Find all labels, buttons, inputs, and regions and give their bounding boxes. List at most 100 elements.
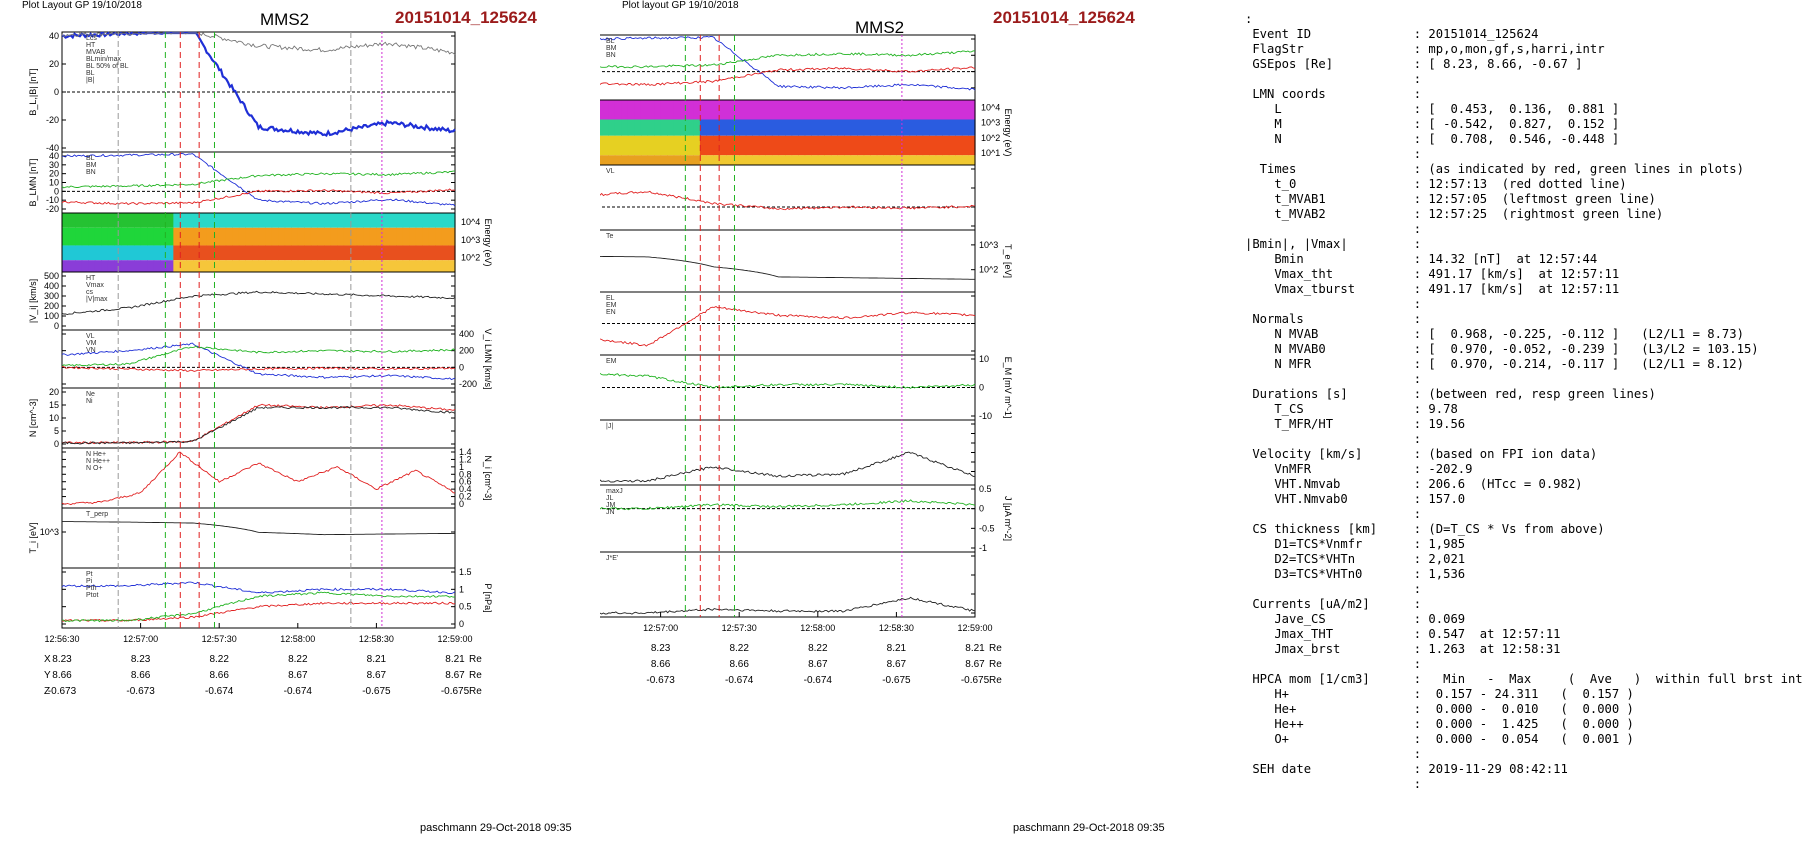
spectrogram-cell [225,260,233,272]
spectrogram-cell [621,155,629,165]
spectrogram-cell [193,227,201,246]
spectrogram-cell [889,119,897,136]
spectrogram-cell [317,245,325,261]
series-line [600,499,976,511]
spectrogram-cell [265,260,273,272]
spectrogram-cell [317,213,325,228]
position-value: -0.675 [961,675,990,686]
spectrogram-cell [127,245,135,261]
y-tick-label: 0 [459,619,464,629]
y-tick-label: 0.5 [459,602,472,612]
position-value: 8.21 [445,654,465,665]
x-tick-label: 12:57:00 [123,634,158,644]
legend-entry: BM [86,162,97,169]
spectrogram-cell [101,245,109,261]
info-line: SEH date : 2019-11-29 08:42:11 [1245,762,1568,776]
position-unit: Re [469,670,482,681]
legend-entry: BN [606,52,616,59]
spectrogram-cell [251,245,260,261]
legend-entry: EM [606,302,617,309]
legend-entry: VN [86,347,96,354]
spectrogram-cell [199,260,207,272]
info-line: T_CS : 9.78 [1245,402,1458,416]
spectrogram-cell [179,227,188,246]
info-line: : [1245,72,1422,86]
position-value: -0.674 [205,686,234,697]
spectrogram-cell [376,213,384,228]
spectrogram-cell [238,260,246,272]
legend-entry: MVAB [86,49,106,56]
y-axis-label: B_LMN [nT] [28,158,38,206]
spectrogram-cell [448,213,456,228]
spectrogram-cell [330,213,338,228]
spectrogram-cell [271,260,279,272]
spectrogram-cell [948,135,956,156]
spectrogram-cell [844,135,852,156]
y-tick-label: 0 [54,321,59,331]
spectrogram-cell [830,119,839,136]
spectrogram-cell [140,213,148,228]
spectrogram-cell [199,227,207,246]
spectrogram-cell [428,260,436,272]
spectrogram-cell [621,100,629,120]
spectrogram-cell [654,155,662,165]
y-tick-label: 10^4 [461,217,480,227]
spectrogram-cell [369,245,377,261]
spectrogram-cell [251,213,260,228]
spectrogram-cell [81,260,89,272]
spectrogram-cell [441,260,450,272]
series-line [61,170,456,189]
y-axis-label: P [nPa] [483,583,493,612]
spectrogram-cell [601,119,609,136]
info-line: Normals : [1245,312,1422,326]
legend-entry: J*E' [606,555,618,562]
y-tick-label: 200 [459,346,474,356]
spectrogram-cell [284,245,292,261]
info-line: VHT.Nmvab0 : 157.0 [1245,492,1466,506]
info-line: H+ : 0.157 - 24.311 ( 0.157 ) [1245,687,1634,701]
spectrogram-cell [219,260,227,272]
spectrogram-cell [811,119,819,136]
spectrogram-cell [120,260,129,272]
series-line [61,188,456,206]
spectrogram-cell [765,119,773,136]
y-axis-label: T_i [eV] [28,522,38,553]
spectrogram-cell [140,227,148,246]
spectrogram-cell [363,227,371,246]
y-tick-label: 0 [979,504,984,514]
spectrogram-cell [699,119,708,136]
position-value: 8.22 [209,654,229,665]
spectrogram-cell [680,155,688,165]
position-value: -0.674 [284,686,313,697]
spectrogram-cell [402,260,410,272]
spectrogram-cell [863,155,871,165]
legend-entry: EM [606,358,617,365]
spectrogram-cell [699,155,708,165]
y-axis-label: Energy (eV) [1003,108,1013,156]
series-line [61,581,456,594]
spectrogram-cell [153,227,161,246]
spectrogram-cell [409,260,417,272]
spectrogram-cell [232,260,240,272]
series-line [600,372,976,389]
position-value: 8.67 [887,659,907,670]
spectrogram-cell [448,260,456,272]
spectrogram-cell [614,119,622,136]
spectrogram-cell [376,245,384,261]
spectrogram-cell [324,245,332,261]
spectrogram-cell [389,227,397,246]
info-line: t_MVAB2 : 12:57:25 (rightmost green line… [1245,207,1664,221]
series-line [600,596,976,615]
info-line: |Bmin|, |Vmax| : [1245,237,1422,251]
spectrogram-cell [647,119,655,136]
y-tick-label: 10^2 [461,253,480,263]
y-axis-label: N [cm^-3] [28,399,38,437]
spectrogram-cell [608,155,616,165]
spectrogram-cell [297,260,305,272]
y-tick-label: 10^3 [981,118,1000,128]
spectrogram-cell [922,119,930,136]
spectrogram-cell [726,155,734,165]
spectrogram-cell [206,227,214,246]
spectrogram-cell [942,100,950,120]
